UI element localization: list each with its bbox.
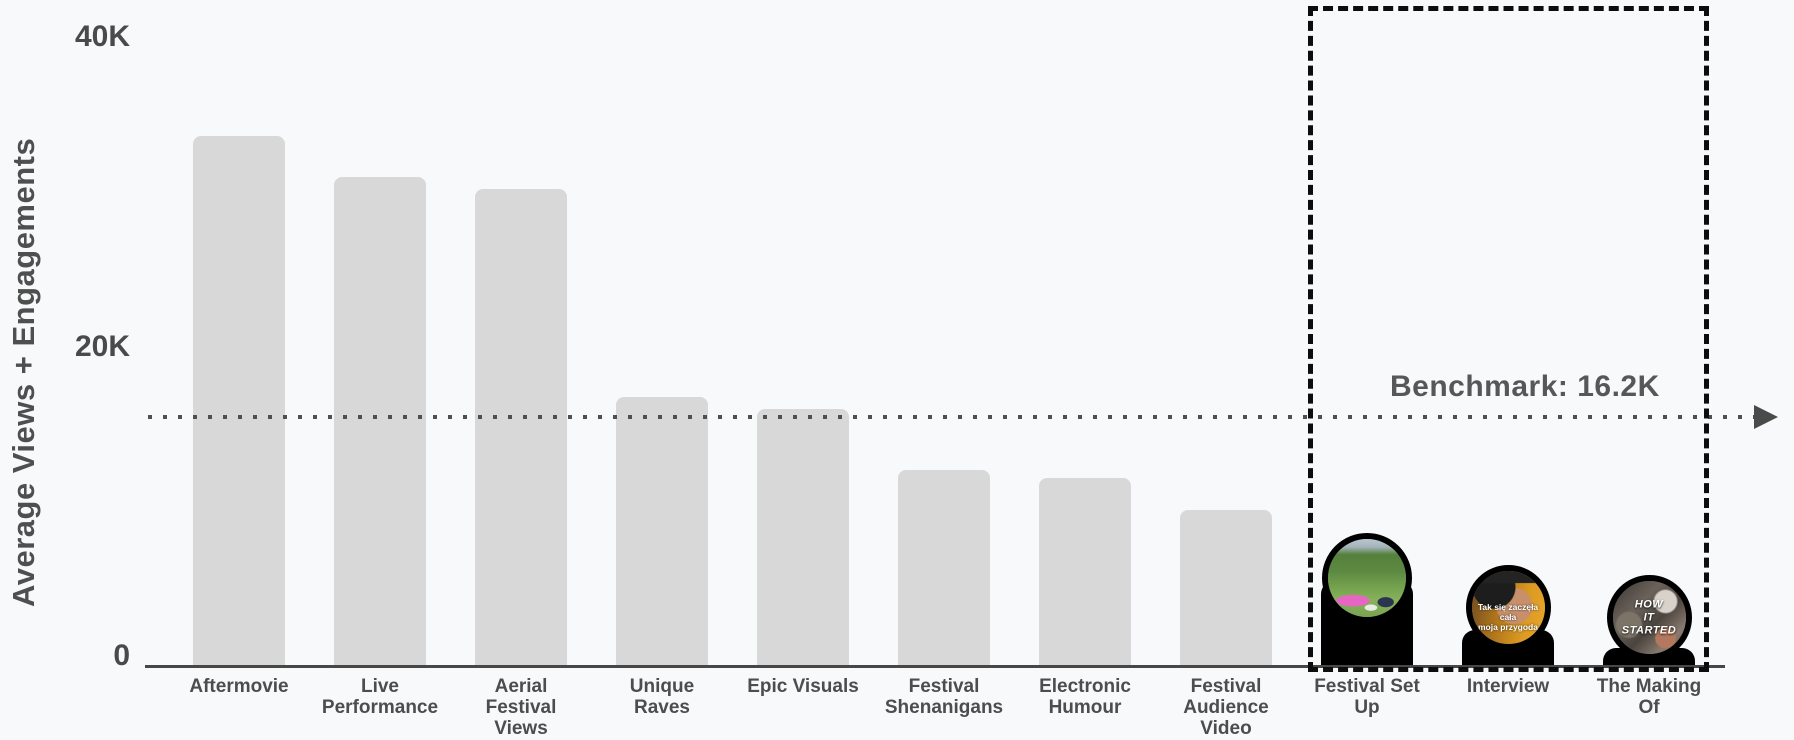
bar-column-festival-shenanigans xyxy=(898,0,990,667)
x-axis-line xyxy=(145,665,1725,668)
x-axis-label-electronic-humour: Electronic Humour xyxy=(1039,676,1131,718)
bar-column-the-making-of: HOW IT STARTED xyxy=(1603,0,1695,667)
y-axis-title: Average Views + Engagements xyxy=(6,137,41,607)
thumbnail-image-the-making-of xyxy=(1612,581,1686,654)
x-axis-label-festival-set-up: Festival Set Up xyxy=(1314,676,1420,718)
bar-column-live-performance xyxy=(334,0,426,667)
video-thumbnail-the-making-of[interactable]: HOW IT STARTED xyxy=(1606,575,1692,660)
x-axis-label-live-performance: Live Performance xyxy=(321,676,439,718)
thumbnail-caption-interview: Tak się zaczęła cała moja przygoda xyxy=(1477,602,1539,633)
bar-electronic-humour xyxy=(1039,478,1131,667)
bar-column-interview: Tak się zaczęła cała moja przygoda xyxy=(1462,0,1554,667)
y-tick-0: 0 xyxy=(113,639,130,672)
bar-festival-shenanigans xyxy=(898,470,990,667)
x-axis-label-festival-shenanigans: Festival Shenanigans xyxy=(884,676,1004,718)
thumbnail-image-festival-set-up xyxy=(1328,539,1406,617)
x-axis-label-aftermovie: Aftermovie xyxy=(189,676,289,697)
x-axis-label-aerial-festival-views: Aerial Festival Views xyxy=(485,676,557,739)
x-axis-label-epic-visuals: Epic Visuals xyxy=(747,676,859,697)
video-thumbnail-festival-set-up[interactable] xyxy=(1322,533,1412,623)
bar-live-performance xyxy=(334,177,426,667)
bar-epic-visuals xyxy=(757,409,849,667)
benchmark-arrow-icon xyxy=(1754,405,1778,429)
bar-column-electronic-humour xyxy=(1039,0,1131,667)
bar-column-unique-raves xyxy=(616,0,708,667)
bar-aftermovie xyxy=(193,136,285,667)
video-thumbnail-interview[interactable]: Tak się zaczęła cała moja przygoda xyxy=(1465,565,1551,650)
bar-column-aftermovie xyxy=(193,0,285,667)
thumbnail-caption-the-making-of: HOW IT STARTED xyxy=(1621,598,1677,636)
bar-column-festival-set-up xyxy=(1321,0,1413,667)
bar-unique-raves xyxy=(616,397,708,667)
thumbnail-image-interview xyxy=(1471,571,1545,644)
benchmark-label: Benchmark: 16.2K xyxy=(1390,370,1660,403)
y-tick-20k: 20K xyxy=(74,330,130,363)
benchmark-line xyxy=(148,415,1758,419)
bar-column-aerial-festival-views xyxy=(475,0,567,667)
bar-column-festival-audience-video xyxy=(1180,0,1272,667)
y-tick-40k: 40K xyxy=(74,20,130,53)
bar-column-epic-visuals xyxy=(757,0,849,667)
bar-festival-audience-video xyxy=(1180,510,1272,667)
x-axis-label-the-making-of: The Making Of xyxy=(1596,676,1702,718)
x-axis-label-festival-audience-video: Festival Audience Video xyxy=(1183,676,1269,739)
x-axis-label-interview: Interview xyxy=(1466,676,1550,697)
x-axis-label-unique-raves: Unique Raves xyxy=(629,676,695,718)
bar-aerial-festival-views xyxy=(475,189,567,667)
